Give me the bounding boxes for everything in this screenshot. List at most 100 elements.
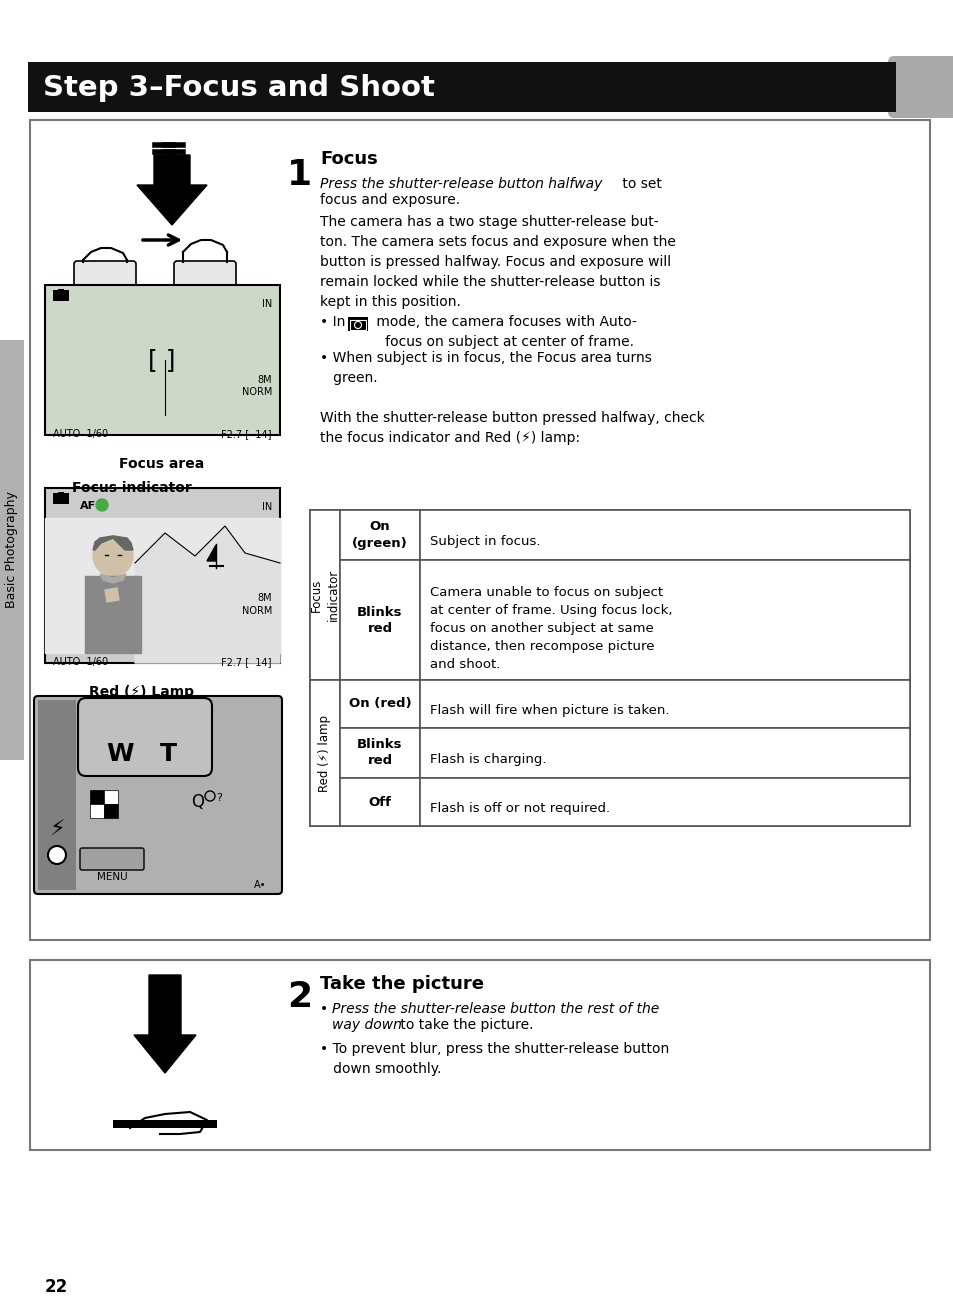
Polygon shape xyxy=(137,155,207,225)
Bar xyxy=(339,778,419,827)
Text: Off: Off xyxy=(368,795,391,808)
Text: 2: 2 xyxy=(287,980,313,1014)
Bar xyxy=(45,487,280,664)
Text: Take the picture: Take the picture xyxy=(319,975,483,993)
Circle shape xyxy=(48,846,66,865)
Text: Focus indicator: Focus indicator xyxy=(72,481,192,495)
FancyBboxPatch shape xyxy=(78,698,212,777)
Bar xyxy=(0,340,24,759)
Text: • In: • In xyxy=(319,315,345,328)
Bar xyxy=(90,790,104,804)
Text: NORM: NORM xyxy=(241,606,272,616)
Text: Blinks
red: Blinks red xyxy=(356,738,402,767)
Text: AUTO  1/60: AUTO 1/60 xyxy=(53,657,108,668)
Bar xyxy=(419,728,909,778)
Text: ?: ? xyxy=(215,794,222,803)
Bar xyxy=(310,510,339,681)
Bar xyxy=(90,804,104,819)
Text: 8M: 8M xyxy=(257,593,272,603)
Bar xyxy=(419,681,909,728)
Text: F2.7 [  14]: F2.7 [ 14] xyxy=(221,428,272,439)
Text: Flash is charging.: Flash is charging. xyxy=(430,753,546,766)
Bar xyxy=(45,285,280,435)
Text: ⚡: ⚡ xyxy=(50,820,65,840)
Text: Press the shutter-release button halfway: Press the shutter-release button halfway xyxy=(319,177,601,191)
Text: AF: AF xyxy=(80,501,96,511)
Text: AUTO  1/60: AUTO 1/60 xyxy=(53,428,108,439)
Bar xyxy=(339,728,419,778)
Polygon shape xyxy=(92,536,132,551)
Text: Press the shutter-release button the rest of the: Press the shutter-release button the res… xyxy=(332,1003,659,1016)
Bar xyxy=(112,1120,216,1127)
Text: mode, the camera focuses with Auto-
   focus on subject at center of frame.: mode, the camera focuses with Auto- focu… xyxy=(372,315,637,350)
Polygon shape xyxy=(100,574,126,583)
Text: On
(green): On (green) xyxy=(352,520,408,549)
Text: Camera unable to focus on subject
at center of frame. Using focus lock,
focus on: Camera unable to focus on subject at cen… xyxy=(430,586,672,671)
FancyBboxPatch shape xyxy=(74,261,136,289)
Text: Step 3–Focus and Shoot: Step 3–Focus and Shoot xyxy=(43,74,435,102)
Bar xyxy=(58,289,64,296)
Polygon shape xyxy=(135,526,280,664)
Polygon shape xyxy=(85,576,141,653)
Text: way down: way down xyxy=(332,1018,401,1031)
Bar xyxy=(28,62,895,112)
Text: A•: A• xyxy=(253,880,266,890)
FancyBboxPatch shape xyxy=(173,261,235,289)
Polygon shape xyxy=(207,545,215,561)
Polygon shape xyxy=(133,975,195,1074)
Text: NORM: NORM xyxy=(241,388,272,397)
Bar xyxy=(419,510,909,560)
Text: IN: IN xyxy=(261,300,272,309)
Bar xyxy=(53,290,69,301)
Bar xyxy=(339,560,419,681)
Text: • To prevent blur, press the shutter-release button
   down smoothly.: • To prevent blur, press the shutter-rel… xyxy=(319,1042,669,1076)
Text: Flash will fire when picture is taken.: Flash will fire when picture is taken. xyxy=(430,704,669,717)
Text: focus and exposure.: focus and exposure. xyxy=(319,193,459,208)
Text: W: W xyxy=(106,742,133,766)
Text: 1: 1 xyxy=(287,158,313,192)
Bar xyxy=(104,804,118,819)
Text: With the shutter-release button pressed halfway, check
the focus indicator and R: With the shutter-release button pressed … xyxy=(319,411,704,445)
Bar xyxy=(339,510,419,560)
Text: MENU: MENU xyxy=(96,872,127,882)
FancyBboxPatch shape xyxy=(887,57,953,118)
Text: Focus: Focus xyxy=(319,150,377,168)
Text: Subject in focus.: Subject in focus. xyxy=(430,535,540,548)
FancyBboxPatch shape xyxy=(34,696,282,894)
Text: • When subject is in focus, the Focus area turns
   green.: • When subject is in focus, the Focus ar… xyxy=(319,351,651,385)
Bar xyxy=(419,778,909,827)
Text: [ ]: [ ] xyxy=(148,348,175,372)
Text: The camera has a two stage shutter-release but-
ton. The camera sets focus and e: The camera has a two stage shutter-relea… xyxy=(319,215,675,309)
Text: On (red): On (red) xyxy=(349,698,411,711)
FancyBboxPatch shape xyxy=(80,848,144,870)
Text: Basic Photography: Basic Photography xyxy=(6,491,18,608)
Bar xyxy=(30,120,929,940)
Text: to set: to set xyxy=(618,177,661,191)
Text: Blinks
red: Blinks red xyxy=(356,606,402,635)
Text: Focus area: Focus area xyxy=(119,457,204,470)
Text: 8M: 8M xyxy=(257,374,272,385)
Bar xyxy=(38,700,76,890)
Text: IN: IN xyxy=(261,502,272,512)
Bar xyxy=(339,681,419,728)
Circle shape xyxy=(92,536,132,576)
Bar xyxy=(310,681,339,827)
Text: Flash is off or not required.: Flash is off or not required. xyxy=(430,802,610,815)
Circle shape xyxy=(96,499,108,511)
Bar xyxy=(310,510,909,827)
Bar xyxy=(53,493,69,505)
Text: 22: 22 xyxy=(45,1279,69,1296)
Bar xyxy=(30,961,929,1150)
Text: to take the picture.: to take the picture. xyxy=(395,1018,533,1031)
Text: Q: Q xyxy=(192,794,204,811)
Bar xyxy=(348,317,368,331)
Text: Focus
indicator: Focus indicator xyxy=(310,569,339,622)
Text: F2.7 [  14]: F2.7 [ 14] xyxy=(221,657,272,668)
Polygon shape xyxy=(105,587,119,602)
Text: Red (⚡) lamp: Red (⚡) lamp xyxy=(318,715,331,791)
Bar xyxy=(104,790,118,804)
Bar xyxy=(419,560,909,681)
Polygon shape xyxy=(45,518,280,653)
Text: •: • xyxy=(319,1003,333,1016)
Circle shape xyxy=(355,322,361,328)
